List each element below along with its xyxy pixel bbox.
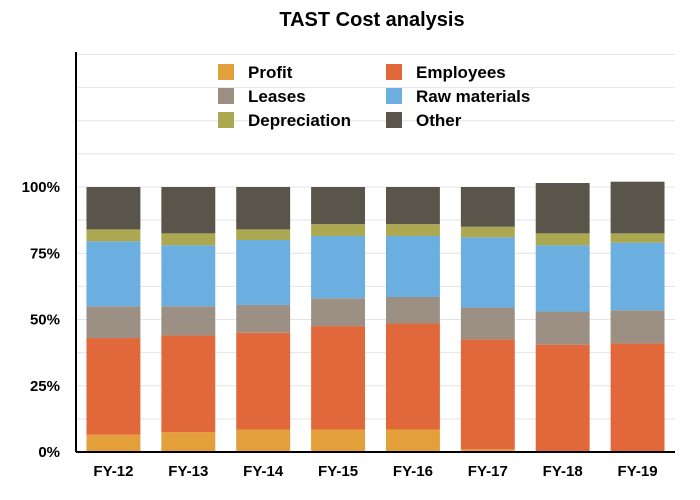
legend-label: Employees <box>416 63 506 82</box>
legend-item-profit: Profit <box>218 63 293 82</box>
legend-swatch <box>386 88 402 104</box>
legend-label: Other <box>416 111 462 130</box>
bar-profit-fy-16 <box>385 429 440 452</box>
bar-employees-fy-12 <box>86 338 141 435</box>
bar-employees-fy-19 <box>610 343 665 452</box>
bar-depreciation-fy-16 <box>385 224 440 237</box>
legend-item-raw-materials: Raw materials <box>386 87 530 106</box>
x-tick-label: FY-16 <box>393 463 433 480</box>
bar-raw-materials-fy-12 <box>86 241 141 307</box>
bars <box>86 181 665 452</box>
x-tick-label: FY-13 <box>168 463 208 480</box>
bar-raw-materials-fy-15 <box>311 236 366 299</box>
legend-label: Leases <box>248 87 306 106</box>
bar-employees-fy-13 <box>161 335 216 433</box>
bar-depreciation-fy-13 <box>161 233 216 246</box>
legend-swatch <box>386 112 402 128</box>
legend: Profit Employees Leases Raw materials Deprec… <box>218 63 530 130</box>
legend-item-other: Other <box>386 111 462 130</box>
x-tick-label: FY-14 <box>243 463 284 480</box>
bar-raw-materials-fy-13 <box>161 245 216 307</box>
y-tick-labels: 0% 25% 50% 75% 100% <box>22 179 60 461</box>
legend-swatch <box>218 112 234 128</box>
y-tick-label: 25% <box>30 378 60 395</box>
bar-leases-fy-16 <box>385 296 440 324</box>
bar-profit-fy-12 <box>86 434 141 452</box>
legend-swatch <box>218 88 234 104</box>
bar-leases-fy-15 <box>311 298 366 327</box>
bar-depreciation-fy-17 <box>460 226 515 238</box>
bar-other-fy-16 <box>385 187 440 225</box>
bar-depreciation-fy-18 <box>535 233 590 246</box>
bar-leases-fy-14 <box>236 304 291 333</box>
bar-employees-fy-14 <box>236 332 291 430</box>
chart-title: TAST Cost analysis <box>279 9 464 31</box>
x-tick-label: FY-15 <box>318 463 358 480</box>
bar-other-fy-14 <box>236 187 291 230</box>
y-tick-label: 50% <box>30 312 60 329</box>
x-tick-label: FY-17 <box>468 463 508 480</box>
bar-raw-materials-fy-17 <box>460 237 515 308</box>
x-tick-label: FY-12 <box>93 463 133 480</box>
bar-leases-fy-18 <box>535 311 590 345</box>
bar-profit-fy-15 <box>311 429 366 452</box>
bar-raw-materials-fy-16 <box>385 236 440 297</box>
y-tick-label: 100% <box>22 179 60 196</box>
bar-leases-fy-19 <box>610 310 665 344</box>
bar-raw-materials-fy-14 <box>236 240 291 305</box>
y-tick-label: 0% <box>38 444 60 461</box>
x-tick-label: FY-19 <box>618 463 658 480</box>
bar-profit-fy-13 <box>161 432 216 452</box>
legend-item-employees: Employees <box>386 63 506 82</box>
bar-other-fy-13 <box>161 187 216 234</box>
bar-employees-fy-18 <box>535 344 590 452</box>
bar-other-fy-18 <box>535 183 590 234</box>
bar-other-fy-15 <box>311 187 366 225</box>
legend-item-depreciation: Depreciation <box>218 111 351 130</box>
legend-label: Raw materials <box>416 87 530 106</box>
bar-raw-materials-fy-19 <box>610 242 665 311</box>
bar-leases-fy-13 <box>161 306 216 336</box>
bar-depreciation-fy-12 <box>86 229 141 242</box>
bar-profit-fy-14 <box>236 429 291 452</box>
legend-label: Depreciation <box>248 111 351 130</box>
bar-leases-fy-17 <box>460 307 515 340</box>
bar-depreciation-fy-15 <box>311 224 366 237</box>
bar-depreciation-fy-14 <box>236 229 291 240</box>
bar-other-fy-17 <box>460 187 515 227</box>
y-tick-label: 75% <box>30 245 60 262</box>
bar-profit-fy-17 <box>460 449 515 452</box>
bar-other-fy-19 <box>610 181 665 234</box>
bar-depreciation-fy-19 <box>610 233 665 243</box>
bar-leases-fy-12 <box>86 306 141 339</box>
bar-employees-fy-17 <box>460 339 515 450</box>
axes <box>75 52 675 453</box>
legend-swatch <box>386 64 402 80</box>
bar-employees-fy-16 <box>385 323 440 430</box>
bar-other-fy-12 <box>86 187 141 230</box>
bar-raw-materials-fy-18 <box>535 245 590 312</box>
legend-swatch <box>218 64 234 80</box>
x-tick-labels: FY-12 FY-13 FY-14 FY-15 FY-16 FY-17 FY-18 FY-19 <box>93 463 657 480</box>
bar-employees-fy-15 <box>311 326 366 430</box>
legend-label: Profit <box>248 63 293 82</box>
legend-item-leases: Leases <box>218 87 306 106</box>
x-tick-label: FY-18 <box>543 463 583 480</box>
